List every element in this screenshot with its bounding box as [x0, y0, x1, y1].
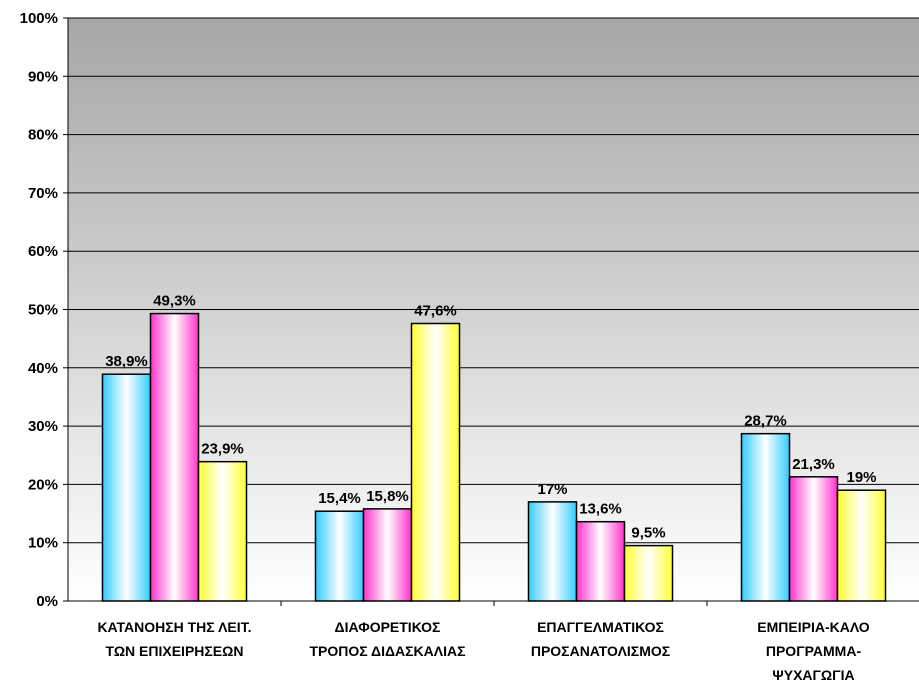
category-label: ΕΜΠΕΙΡΙΑ-ΚΑΛΟ [757, 619, 870, 635]
category-label: ΤΡΟΠΟΣ ΔΙΔΑΣΚΑΛΙΑΣ [309, 643, 465, 659]
bar [788, 476, 839, 602]
bar [149, 312, 200, 602]
data-label: 15,8% [366, 488, 409, 505]
data-label: 38,9% [105, 353, 148, 370]
bar [314, 510, 365, 602]
bar [740, 432, 791, 602]
y-tick-label: 20% [28, 476, 58, 493]
data-labels: 38,9% 49,3% 23,9% 15,4% 15,8% 47,6% 17% 13,6% 9,… [105, 293, 876, 542]
y-tick-label: 60% [28, 243, 58, 260]
y-tick-label: 0% [36, 593, 58, 610]
category-label: ΤΩΝ ΕΠΙΧΕΙΡΗΣΕΩΝ [106, 643, 244, 659]
bar [197, 460, 248, 602]
bar [623, 544, 674, 602]
y-axis: 0% 10% 20% 30% 40% 50% 60% 70% 80% 90% 100% [20, 10, 69, 610]
data-label: 47,6% [414, 302, 457, 319]
y-tick-label: 50% [28, 302, 58, 319]
data-label: 21,3% [792, 456, 835, 473]
y-tick-label: 40% [28, 360, 58, 377]
category-label: ΠΡΟΣΑΝΑΤΟΛΙΣΜΟΣ [531, 643, 670, 659]
x-axis: ΚΑΤΑΝΟΗΣΗ ΤΗΣ ΛΕΙΤ. ΤΩΝ ΕΠΙΧΕΙΡΗΣΕΩΝ ΔΙΑΦΟ… [68, 600, 919, 683]
bar [527, 501, 578, 602]
bar [410, 322, 461, 602]
category-label: ΕΠΑΓΓΕΛΜΑΤΙΚΟΣ [537, 619, 664, 635]
category-label: ΚΑΤΑΝΟΗΣΗ ΤΗΣ ΛΕΙΤ. [97, 619, 251, 635]
data-label: 9,5% [631, 525, 665, 542]
data-label: 15,4% [318, 490, 361, 507]
gridlines [68, 17, 919, 544]
data-label: 13,6% [579, 501, 622, 518]
bars [101, 312, 887, 602]
data-label: 19% [846, 469, 876, 486]
y-tick-label: 100% [20, 10, 58, 27]
bar [836, 489, 887, 602]
category-label: ΔΙΑΦΟΡΕΤΙΚΟΣ [335, 619, 441, 635]
y-tick-label: 70% [28, 185, 58, 202]
data-label: 28,7% [744, 413, 787, 430]
y-tick-label: 10% [28, 535, 58, 552]
data-label: 17% [537, 481, 567, 498]
data-label: 23,9% [201, 441, 244, 458]
y-tick-label: 90% [28, 68, 58, 85]
category-label: ΨΥΧΑΓΩΓΙΑ [772, 667, 854, 683]
category-label: ΠΡΟΓΡΑΜΜΑ- [766, 643, 862, 659]
y-tick-label: 30% [28, 418, 58, 435]
bar [101, 373, 152, 602]
y-tick-label: 80% [28, 127, 58, 144]
bar [362, 508, 413, 602]
bar [575, 520, 626, 602]
data-label: 49,3% [153, 293, 196, 310]
